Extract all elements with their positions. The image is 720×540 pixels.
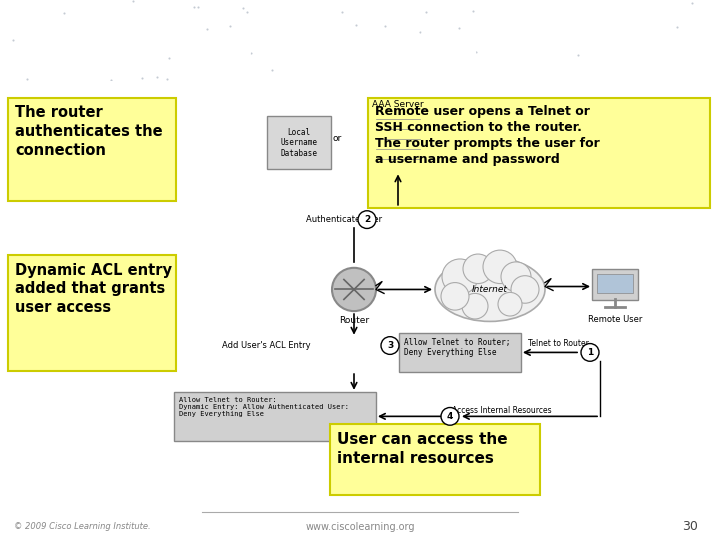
FancyBboxPatch shape — [8, 98, 176, 201]
Text: www.ciscolearning.org: www.ciscolearning.org — [305, 522, 415, 532]
Text: Implementing a Dynamic ACL: Implementing a Dynamic ACL — [16, 32, 520, 61]
Text: AAA Server: AAA Server — [372, 99, 424, 109]
FancyBboxPatch shape — [373, 109, 423, 170]
Text: Remote User: Remote User — [588, 315, 642, 324]
Circle shape — [501, 262, 531, 292]
Text: Local
Username
Database: Local Username Database — [281, 128, 318, 158]
Text: Add User's ACL Entry: Add User's ACL Entry — [222, 341, 310, 350]
Text: Remote user opens a Telnet or
SSH connection to the router.
The router prompts t: Remote user opens a Telnet or SSH connec… — [375, 105, 600, 166]
Circle shape — [463, 254, 493, 284]
Text: The router
authenticates the
connection: The router authenticates the connection — [15, 105, 163, 158]
Circle shape — [332, 268, 376, 311]
Text: Telnet to Router: Telnet to Router — [528, 339, 589, 348]
Text: 30: 30 — [683, 520, 698, 533]
Text: 4: 4 — [447, 412, 453, 421]
Text: 1: 1 — [587, 348, 593, 357]
Ellipse shape — [435, 258, 545, 321]
FancyBboxPatch shape — [592, 269, 638, 300]
Circle shape — [358, 211, 376, 228]
Circle shape — [498, 292, 522, 316]
Circle shape — [511, 276, 539, 303]
Text: Allow Telnet to Router;
Deny Everything Else: Allow Telnet to Router; Deny Everything … — [404, 338, 510, 357]
Text: Dynamic ACL entry
added that grants
user access: Dynamic ACL entry added that grants user… — [15, 263, 172, 315]
FancyBboxPatch shape — [597, 274, 633, 293]
FancyBboxPatch shape — [267, 116, 331, 170]
Text: © 2009 Cisco Learning Institute.: © 2009 Cisco Learning Institute. — [14, 522, 151, 531]
Text: Learning: Learning — [618, 46, 670, 56]
Text: Router: Router — [339, 316, 369, 325]
Text: Cisco: Cisco — [618, 36, 635, 41]
Text: Allow Telnet to Router:
Dynamic Entry: Allow Authenticated User:
Deny Everything: Allow Telnet to Router: Dynamic Entry: A… — [179, 397, 349, 417]
Text: 3: 3 — [387, 341, 393, 350]
Circle shape — [483, 250, 517, 284]
Circle shape — [442, 259, 478, 294]
Text: Authenticate User: Authenticate User — [306, 215, 382, 224]
Circle shape — [462, 293, 488, 319]
Circle shape — [441, 282, 469, 310]
Circle shape — [581, 343, 599, 361]
FancyBboxPatch shape — [368, 98, 710, 208]
Text: Institute: Institute — [629, 61, 660, 70]
FancyBboxPatch shape — [399, 333, 521, 372]
Text: or: or — [333, 134, 341, 144]
FancyBboxPatch shape — [174, 392, 376, 441]
Text: 2: 2 — [364, 215, 370, 224]
FancyBboxPatch shape — [8, 255, 176, 371]
Text: Internet: Internet — [472, 285, 508, 294]
Text: ✦: ✦ — [640, 21, 649, 31]
FancyBboxPatch shape — [330, 424, 540, 495]
Circle shape — [441, 408, 459, 425]
Circle shape — [381, 336, 399, 354]
Text: User can access the
internal resources: User can access the internal resources — [337, 432, 508, 465]
Text: Access Internal Resources: Access Internal Resources — [452, 406, 552, 415]
